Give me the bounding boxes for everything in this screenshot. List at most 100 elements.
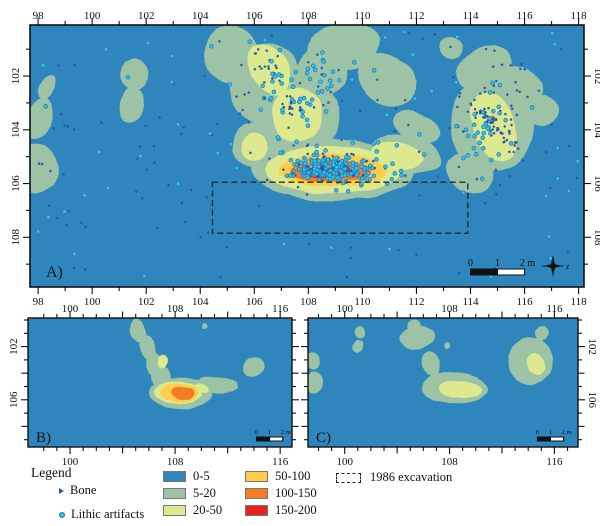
bone-dot [473,108,477,111]
lithic-dot [288,157,294,163]
bone-dot [457,165,461,169]
bone-dot [297,163,301,166]
bone-dot [526,95,529,99]
bone-dot [515,89,519,92]
excavation-label: 1986 excavation [370,470,453,484]
lithic-dot [302,161,308,166]
lithic-dot [340,180,346,186]
legend-class-swatch [163,488,186,499]
tick-label: 114 [462,296,479,308]
bone-dot [249,151,252,154]
bone-dot [299,106,302,109]
compass-letter: z [565,262,570,271]
lithic-dot [209,44,214,49]
bone-dot [258,64,262,69]
bone-dot [263,81,266,84]
bone-dot [320,72,324,77]
bone-dot [375,98,380,102]
bone-dot [484,47,488,51]
bone-dot [478,111,482,115]
bone-dot [316,85,320,88]
bone-dot [270,33,274,37]
contour-blob-20-50 [156,354,168,368]
tick-label: 100 [336,303,353,315]
bone-dot [414,253,418,257]
bone-dot [243,92,247,96]
legend-item-lithic: Lithic artifacts [59,507,144,522]
bone-dot [320,166,323,170]
tick-label: 106 [10,175,22,192]
panel-letter-label: C) [316,430,331,446]
bone-dot [447,126,451,130]
bone-dot [202,74,207,78]
bone-dot [288,95,292,98]
lithic-dot [258,107,264,112]
bone-dot [478,92,482,95]
lithic-dot [301,95,307,101]
legend-class-swatch [245,471,268,482]
bone-dot [508,132,511,135]
lithic-dot [330,69,336,75]
legend-classes-column-1: 0-5 5-20 20-50 [163,468,222,519]
panel-c-density-map: 100 100 108 108 116 116 102 106 C) 0 1 2 m [294,300,600,468]
artifact-scatter [35,29,581,279]
bone-dot [278,79,281,83]
bone-dot [287,126,290,129]
lithic-dot [362,166,368,171]
lithic-dot [327,78,333,83]
bone-dot [567,144,571,147]
lithic-dot [354,166,359,171]
bone-dot [267,65,270,68]
bone-dot [182,126,185,129]
lithic-dot [334,155,340,161]
bone-dot [361,173,365,177]
bone-dot [329,90,333,94]
lithic-dot [43,103,48,109]
bone-dot [512,150,516,154]
tick-label: 116 [272,303,289,315]
lithic-dot [305,123,311,128]
bone-dot [537,89,541,93]
lithic-dot [375,140,381,145]
lithic-dot [294,139,299,144]
bone-dot [482,107,486,111]
bone-dot [282,105,286,109]
bone-dot [306,165,310,169]
tick-label: 102 [8,338,20,355]
lithic-dot [382,35,388,40]
bone-dot [351,153,356,157]
lithic-dot [145,40,151,46]
bone-dot [518,90,521,94]
tick-label: 112 [408,296,424,308]
bone-dot [505,93,509,97]
scale-bar-label: 2 m [520,258,536,269]
lithic-dot [291,99,297,105]
bone-dot [247,91,251,95]
contour-blob-20-50 [527,353,545,376]
legend-class-swatch [245,505,268,516]
lithic-dot [497,82,503,88]
bone-dot [257,204,261,208]
lithic-dot [371,173,377,179]
lithic-dot [309,97,315,102]
bone-dot [503,124,507,128]
bone-dot [305,144,309,148]
bone-dot [337,68,341,72]
lithic-dot [316,177,322,182]
lithic-dot [304,70,310,76]
bone-dot [350,152,353,156]
lithic-dot [550,30,555,36]
bone-dot [275,66,279,70]
bone-dot [420,37,424,41]
bone-dot [509,118,513,121]
axis-tick-labels: 100 100 108 108 116 116 102 106 [8,303,289,468]
bone-dot [436,175,439,178]
lithic-dot [329,83,334,88]
lithic-dot [398,168,404,174]
contour-blob-5-20 [407,319,421,332]
scale-bar-label: 1 [495,258,500,269]
bone-dot [466,110,470,114]
contour-blob-5-20 [445,153,493,193]
bone-dot [321,103,325,107]
bone-dot [225,245,229,249]
